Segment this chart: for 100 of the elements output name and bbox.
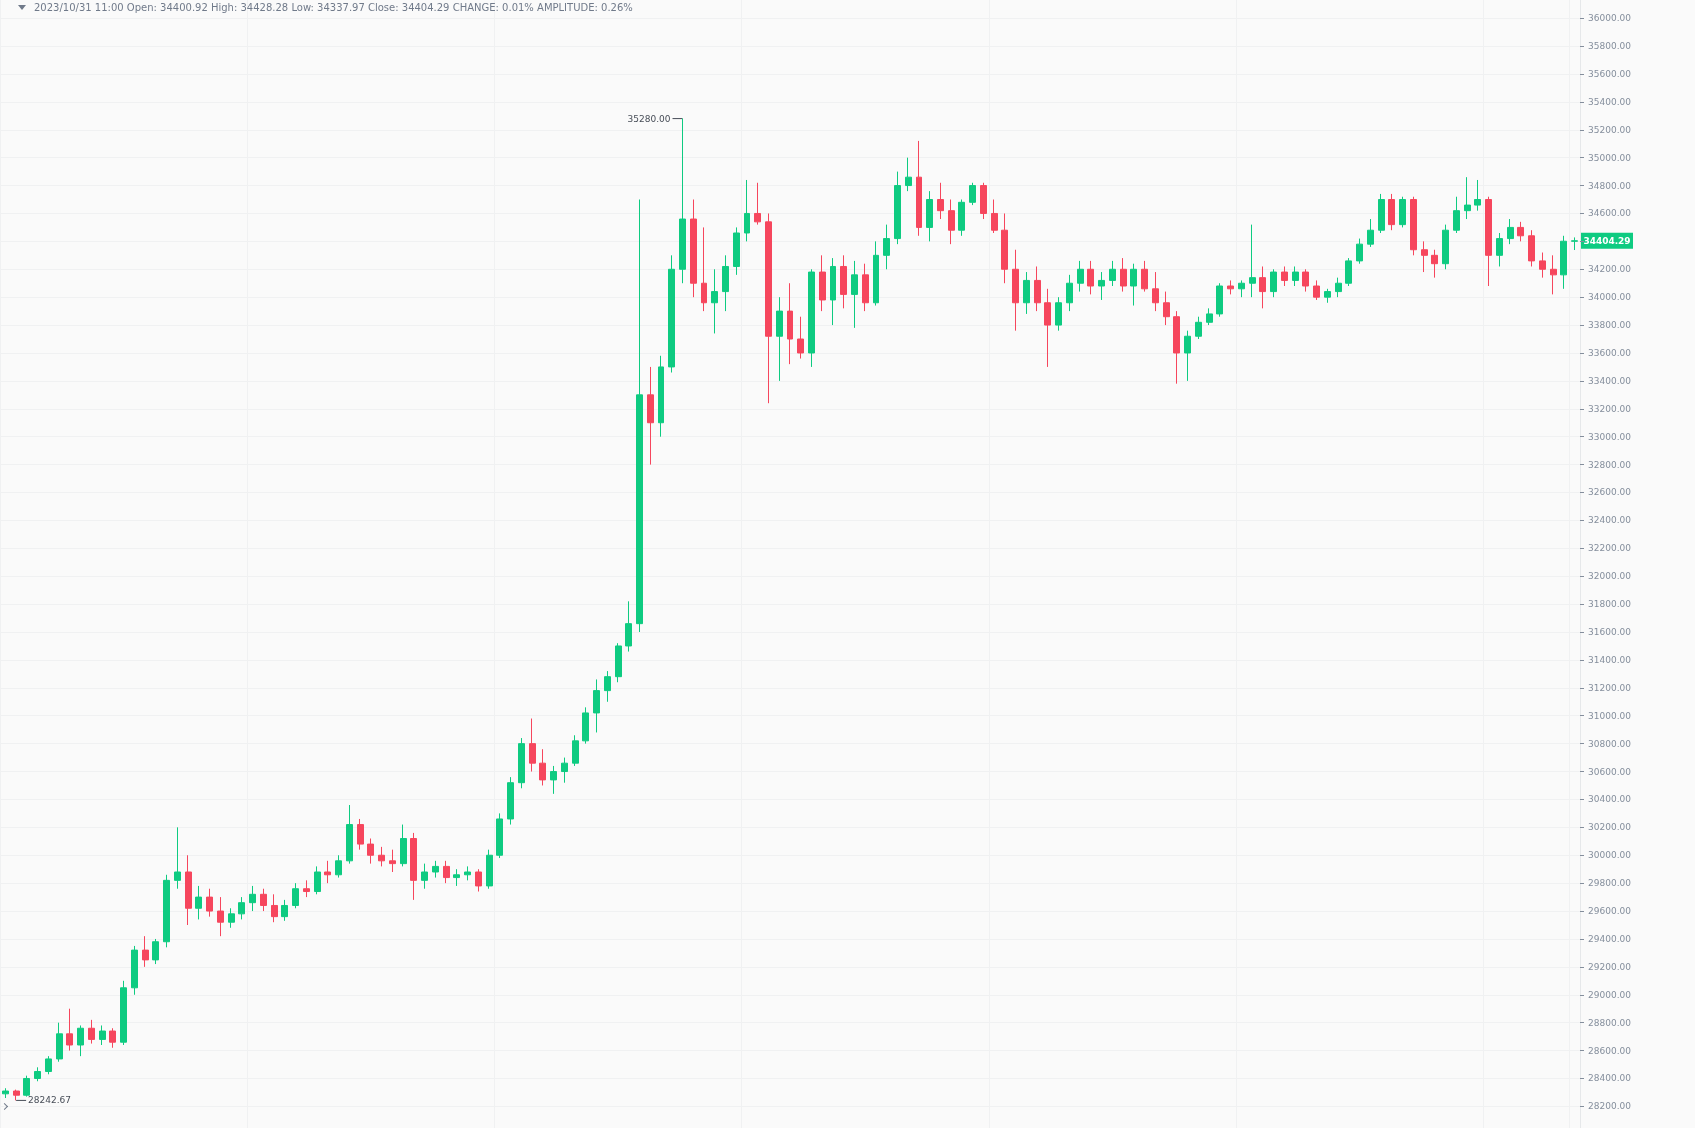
candlestick xyxy=(840,254,847,309)
candlestick xyxy=(658,355,664,438)
y-tick-label: 28400.00 xyxy=(1588,1073,1632,1084)
candlestick xyxy=(357,818,364,851)
candlestick xyxy=(324,860,331,884)
y-tick-label: 35000.00 xyxy=(1588,152,1632,163)
candlestick xyxy=(1507,218,1514,245)
candlestick xyxy=(88,1019,95,1045)
candlestick xyxy=(905,157,912,192)
candlestick xyxy=(582,706,589,745)
candlestick xyxy=(1378,193,1385,234)
candlestick xyxy=(1087,260,1094,295)
candlestick xyxy=(23,1075,30,1098)
candlestick xyxy=(464,865,471,881)
candlestick xyxy=(260,888,267,912)
candlestick xyxy=(496,812,503,859)
y-tick-label: 35400.00 xyxy=(1588,96,1632,107)
y-tick-label: 29400.00 xyxy=(1588,933,1632,944)
y-tick-label: 35800.00 xyxy=(1588,41,1632,52)
candlestick xyxy=(1356,238,1363,265)
candlestick xyxy=(883,224,890,270)
candlestick xyxy=(1560,235,1567,290)
candlestick xyxy=(228,907,235,929)
candlestick xyxy=(432,860,439,879)
candlestick xyxy=(1023,271,1030,315)
candlestick xyxy=(937,182,944,220)
candlestick xyxy=(819,254,826,312)
y-tick-label: 33200.00 xyxy=(1588,403,1632,414)
candlestick xyxy=(1410,196,1417,256)
y-tick-label: 32000.00 xyxy=(1588,571,1632,582)
candlestick xyxy=(1173,310,1180,385)
y-tick-label: 30000.00 xyxy=(1588,850,1632,861)
candlestick xyxy=(1367,218,1374,248)
candlestick xyxy=(1281,265,1288,287)
candlestick xyxy=(733,226,740,276)
candlestick xyxy=(797,316,804,360)
y-tick-label: 35200.00 xyxy=(1588,124,1632,135)
candlestick xyxy=(109,1027,116,1049)
candlestick xyxy=(1120,257,1127,293)
y-tick-label: 34000.00 xyxy=(1588,292,1632,303)
candlestick xyxy=(45,1055,52,1075)
candlestick xyxy=(453,868,460,887)
candlestick xyxy=(281,899,288,922)
candlestick xyxy=(142,935,149,968)
candlestick xyxy=(862,263,869,312)
candlestick xyxy=(507,776,514,826)
candlestick xyxy=(1302,268,1309,293)
y-tick-label: 29600.00 xyxy=(1588,906,1632,917)
y-tick-label: 31000.00 xyxy=(1588,710,1632,721)
y-tick-label: 29200.00 xyxy=(1588,961,1632,972)
candlestick xyxy=(1453,196,1460,234)
y-tick-label: 33400.00 xyxy=(1588,375,1632,386)
candlestick xyxy=(765,212,772,404)
candlestick xyxy=(701,226,707,312)
y-tick-label: 34200.00 xyxy=(1588,264,1632,275)
candlestick xyxy=(1098,271,1105,301)
candlestick xyxy=(679,118,686,284)
y-tick-label: 32400.00 xyxy=(1588,515,1632,526)
candlestick xyxy=(152,938,159,965)
candlestick xyxy=(1044,288,1051,368)
candlestick xyxy=(1517,221,1524,242)
candlestick xyxy=(1152,271,1159,312)
candlestick xyxy=(593,678,600,733)
candlestick xyxy=(980,182,987,220)
y-tick-label: 28800.00 xyxy=(1588,1017,1632,1028)
candlestick xyxy=(604,670,611,703)
candlestick xyxy=(421,863,428,890)
annotation: 35280.00 xyxy=(627,113,671,124)
candlestick xyxy=(1550,254,1557,295)
y-tick-label: 33800.00 xyxy=(1588,320,1632,331)
y-tick-label: 30400.00 xyxy=(1588,794,1632,805)
candlestick xyxy=(475,868,482,893)
candlestick xyxy=(1442,224,1449,270)
candlestick xyxy=(13,1089,20,1101)
candlestick xyxy=(378,846,385,867)
candlestick xyxy=(314,865,321,895)
candlestick xyxy=(615,642,622,683)
candlestick xyxy=(550,765,557,795)
y-tick-label: 31400.00 xyxy=(1588,654,1632,665)
candlestick xyxy=(969,182,976,206)
candlestick xyxy=(625,600,632,653)
candlestick xyxy=(131,945,138,996)
candlestick xyxy=(1335,277,1342,298)
candlestick xyxy=(529,718,536,773)
candlestick xyxy=(443,860,450,884)
candlestick xyxy=(572,734,579,767)
candlestick xyxy=(2,1087,9,1099)
candlestick xyxy=(400,824,407,867)
text: 34404.29 xyxy=(1583,235,1631,246)
candlestick xyxy=(518,737,525,789)
y-tick-label: 31600.00 xyxy=(1588,627,1632,638)
candlestick xyxy=(77,1024,84,1057)
candlestick xyxy=(303,879,310,898)
y-tick-label: 33000.00 xyxy=(1588,431,1632,442)
candlestick xyxy=(1034,265,1041,312)
candlestick xyxy=(1130,263,1137,307)
candlestick xyxy=(1238,279,1245,298)
candlestick xyxy=(206,888,213,918)
candlestick xyxy=(1163,291,1170,326)
candlestick xyxy=(292,882,299,909)
